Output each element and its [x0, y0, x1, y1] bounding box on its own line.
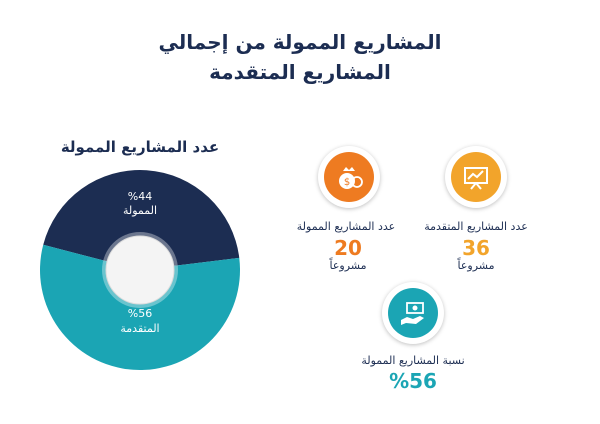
- donut-hole: [105, 235, 175, 305]
- stat-applied-unit: مشروعاً: [457, 259, 495, 272]
- hand-money-icon: [388, 288, 438, 338]
- presentation-chart-icon: [451, 152, 501, 202]
- stat-ratio-icon-circle: [382, 282, 444, 344]
- donut-label-name-funded: الممولة: [123, 204, 157, 217]
- money-bag-icon: $: [324, 152, 374, 202]
- stat-applied-label: عدد المشاريع المتقدمة: [424, 220, 528, 233]
- svg-text:$: $: [344, 177, 350, 188]
- stat-funded-label: عدد المشاريع الممولة: [296, 220, 396, 233]
- stat-applied-icon-circle: [445, 146, 507, 208]
- stat-funded-value: 20: [334, 236, 362, 260]
- stat-ratio-value: %56: [389, 369, 437, 393]
- page-title-line1: المشاريع الممولة من إجمالي: [158, 30, 442, 54]
- donut-label-name-applied: المتقدمة: [120, 322, 159, 335]
- donut-label-percent-applied: %56: [128, 307, 152, 320]
- donut-label-percent-funded: %44: [128, 190, 152, 203]
- stat-funded-unit: مشروعاً: [329, 259, 367, 272]
- chart-title: عدد المشاريع الممولة: [60, 138, 220, 156]
- stat-funded-icon-circle: $: [318, 146, 380, 208]
- stat-ratio-label: نسبة المشاريع الممولة: [361, 354, 465, 367]
- stat-applied-value: 36: [462, 236, 490, 260]
- page-title-line2: المشاريع المتقدمة: [209, 60, 391, 84]
- donut-slice-funded: [43, 170, 240, 266]
- donut-slice-applied: [40, 244, 241, 370]
